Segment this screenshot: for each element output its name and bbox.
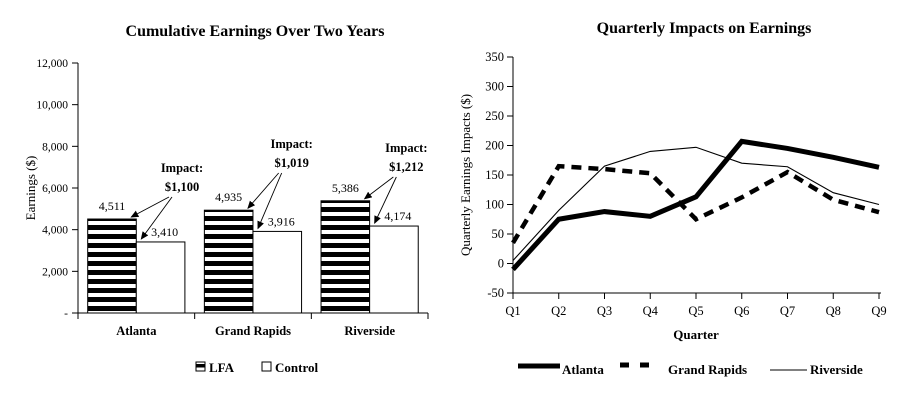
legend-control-label: Control	[275, 360, 318, 375]
y-tick-label: -	[64, 308, 68, 320]
impact-arrow-control-riverside	[374, 176, 397, 224]
impact-arrow-control-atlanta	[140, 196, 173, 240]
series-line-atlanta	[511, 138, 880, 272]
impact-label-line2-grand-rapids: $1,019	[274, 156, 308, 170]
x-tick-label-q7: Q7	[780, 304, 795, 318]
legend-atlanta-label: Atlanta	[562, 362, 604, 377]
bar-value-label-control-riverside: 4,174	[384, 209, 411, 223]
left-legend: LFA Control	[195, 360, 318, 375]
bar-control-riverside	[369, 225, 419, 314]
impact-label-line1-riverside: Impact:	[385, 141, 427, 155]
x-tick-label-q6: Q6	[734, 304, 749, 318]
y-tick-label: 250	[485, 109, 504, 123]
y-tick-label: 12,000	[36, 58, 68, 70]
x-tick-label-q1: Q1	[505, 304, 520, 318]
quarterly-impacts-line-chart: Quarterly Impacts on Earnings Quarterly …	[454, 0, 908, 406]
x-tick-label-q5: Q5	[688, 304, 703, 318]
impact-label-line1-grand-rapids: Impact:	[270, 137, 312, 151]
bar-value-label-lfa-atlanta: 4,511	[99, 199, 126, 213]
left-chart-title: Cumulative Earnings Over Two Years	[126, 23, 385, 40]
y-tick-label: 8,000	[42, 141, 68, 153]
legend-riverside-label: Riverside	[810, 362, 863, 377]
y-tick-label: 2,000	[42, 266, 68, 278]
x-tick-label-q3: Q3	[597, 304, 612, 318]
category-label-grand-rapids: Grand Rapids	[215, 324, 291, 338]
line-plot-area: -50 0 50 100 150 200 250 300 350 Q1 Q2 Q3 Q4 Q5 Q6 Q7 Q8…	[485, 50, 886, 318]
x-tick-label-q9: Q9	[871, 304, 886, 318]
impact-arrow-lfa-atlanta	[130, 196, 170, 218]
y-tick-label: 4,000	[42, 225, 68, 237]
y-tick-label: 50	[492, 227, 505, 241]
y-tick-label: 100	[485, 198, 504, 212]
line-chart-canvas: Quarterly Impacts on Earnings Quarterly …	[458, 20, 887, 377]
legend-grand-rapids-label: Grand Rapids	[668, 362, 747, 377]
y-tick-label: 6,000	[42, 183, 68, 195]
impact-label-line1-atlanta: Impact:	[161, 161, 203, 175]
bar-chart-canvas: Cumulative Earnings Over Two Years Earni…	[23, 23, 429, 375]
x-tick-label-q4: Q4	[643, 304, 659, 318]
impact-arrow-lfa-riverside	[363, 176, 394, 200]
series-line-riverside	[512, 146, 880, 261]
y-tick-label: 200	[485, 139, 504, 153]
legend-control-marker-icon	[261, 361, 272, 372]
bar-value-label-lfa-riverside: 5,386	[332, 181, 359, 195]
bar-lfa-grand-rapids	[203, 209, 254, 314]
bar-lfa-riverside	[320, 200, 371, 314]
bar-lfa-atlanta	[87, 218, 137, 314]
bar-control-atlanta	[135, 241, 186, 314]
impact-label-line2-riverside: $1,212	[389, 160, 423, 174]
right-legend: Atlanta Grand Rapids Riverside	[518, 362, 863, 377]
x-tick-label-q8: Q8	[826, 304, 841, 318]
legend-lfa-label: LFA	[209, 360, 235, 375]
bar-plot-area: - 2,000 4,000 6,000 8,000 10,000 12,000 4,511 3,…	[36, 58, 429, 338]
impact-arrow-control-grand-rapids	[257, 172, 283, 230]
right-y-axis-label: Quarterly Earnings Impacts ($)	[458, 94, 473, 256]
y-tick-label: -50	[487, 286, 504, 300]
bar-value-label-control-grand-rapids: 3,916	[268, 214, 295, 228]
y-tick-label: 0	[498, 257, 504, 271]
y-tick-label: 350	[485, 50, 504, 64]
category-label-atlanta: Atlanta	[116, 324, 157, 338]
legend-lfa-marker-icon	[195, 361, 206, 372]
cumulative-earnings-bar-chart: Cumulative Earnings Over Two Years Earni…	[23, 23, 429, 375]
bar-value-label-control-atlanta: 3,410	[151, 225, 178, 239]
y-tick-label: 10,000	[36, 100, 68, 112]
x-tick-label-q2: Q2	[551, 304, 566, 318]
impact-label-line2-atlanta: $1,100	[165, 180, 199, 194]
impact-arrow-lfa-grand-rapids	[247, 172, 280, 209]
series-line-grand-rapids	[511, 163, 880, 245]
bar-control-grand-rapids	[252, 230, 303, 314]
bar-value-label-lfa-grand-rapids: 4,935	[215, 190, 242, 204]
y-tick-label: 150	[485, 168, 504, 182]
right-chart-title: Quarterly Impacts on Earnings	[597, 20, 812, 37]
right-x-axis-label: Quarter	[673, 327, 719, 342]
y-tick-label: 300	[485, 80, 504, 94]
category-label-riverside: Riverside	[344, 324, 395, 338]
left-y-axis-label: Earnings ($)	[23, 156, 38, 221]
